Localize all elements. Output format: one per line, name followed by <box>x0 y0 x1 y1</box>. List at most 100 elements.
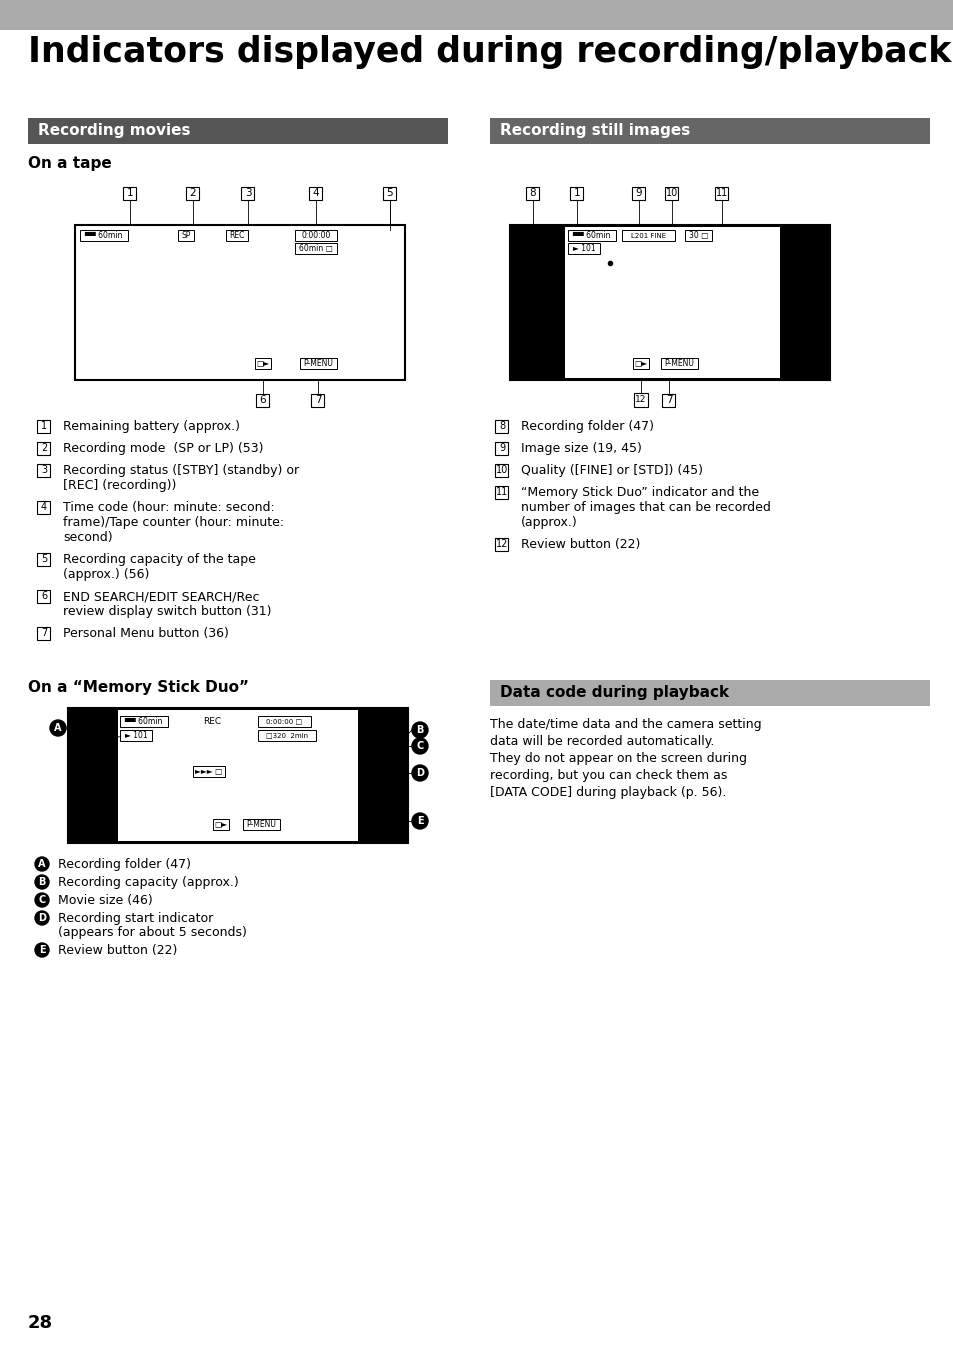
Bar <box>186 186 199 199</box>
Circle shape <box>412 738 428 754</box>
Text: 12: 12 <box>496 539 508 550</box>
Text: P-MENU: P-MENU <box>247 820 276 829</box>
Text: 4: 4 <box>313 189 319 198</box>
Text: REC: REC <box>229 231 244 240</box>
Bar <box>0 0 953 30</box>
Bar <box>257 730 315 741</box>
Text: Indicators displayed during recording/playback: Indicators displayed during recording/pl… <box>28 35 950 69</box>
Bar <box>309 186 322 199</box>
Text: Review button (22): Review button (22) <box>520 537 639 551</box>
Circle shape <box>412 813 428 829</box>
Text: 12: 12 <box>635 395 646 404</box>
Text: 30 □: 30 □ <box>688 231 707 240</box>
Bar <box>490 118 929 144</box>
Text: END SEARCH/EDIT SEARCH/Rec: END SEARCH/EDIT SEARCH/Rec <box>63 590 259 603</box>
Text: ► 101: ► 101 <box>572 244 595 252</box>
Bar <box>68 708 408 843</box>
Text: □►: □► <box>214 820 228 829</box>
Bar <box>37 464 51 476</box>
Text: 28: 28 <box>28 1314 53 1333</box>
Text: Time code (hour: minute: second:: Time code (hour: minute: second: <box>63 501 274 514</box>
Text: ▀▀ 60min: ▀▀ 60min <box>85 231 123 240</box>
Text: 5: 5 <box>386 189 393 198</box>
Text: ►►► □: ►►► □ <box>195 767 222 776</box>
Text: Remaining battery (approx.): Remaining battery (approx.) <box>63 421 240 433</box>
Bar <box>495 464 508 476</box>
Text: A: A <box>38 859 46 868</box>
Text: 9: 9 <box>635 189 641 198</box>
Text: E: E <box>416 816 423 826</box>
Text: □►: □► <box>256 360 270 368</box>
Bar <box>118 710 357 841</box>
Text: Movie size (46): Movie size (46) <box>58 894 152 906</box>
Text: ▀▀ 60min: ▀▀ 60min <box>125 716 163 726</box>
Text: Data code during playback: Data code during playback <box>499 685 728 700</box>
Bar <box>299 358 336 369</box>
Text: 1: 1 <box>41 421 47 432</box>
Text: 60min □: 60min □ <box>299 244 333 252</box>
Circle shape <box>35 858 49 871</box>
Bar <box>37 419 51 433</box>
Text: Recording mode  (SP or LP) (53): Recording mode (SP or LP) (53) <box>63 442 263 455</box>
Text: recording, but you can check them as: recording, but you can check them as <box>490 769 726 782</box>
Text: □320  2min: □320 2min <box>266 733 308 738</box>
Bar <box>621 229 674 242</box>
Bar <box>123 186 136 199</box>
Bar <box>120 716 168 727</box>
Bar <box>37 552 51 566</box>
Text: 8: 8 <box>529 189 536 198</box>
Text: Review button (22): Review button (22) <box>58 944 177 957</box>
Text: D: D <box>38 913 46 923</box>
Bar <box>178 229 194 242</box>
Text: 0:00:00: 0:00:00 <box>301 231 331 240</box>
Text: ► 101: ► 101 <box>125 731 147 740</box>
Text: (approx.) (56): (approx.) (56) <box>63 569 150 581</box>
Bar <box>633 358 649 369</box>
Text: B: B <box>38 877 46 887</box>
Text: 2: 2 <box>190 189 196 198</box>
Circle shape <box>35 911 49 925</box>
Text: second): second) <box>63 531 112 544</box>
Text: 9: 9 <box>498 442 504 453</box>
Text: frame)/Tape counter (hour: minute:: frame)/Tape counter (hour: minute: <box>63 516 284 529</box>
Text: number of images that can be recorded: number of images that can be recorded <box>520 501 770 514</box>
Text: 7: 7 <box>665 395 672 404</box>
Text: C: C <box>38 896 46 905</box>
Text: 3: 3 <box>244 189 251 198</box>
Circle shape <box>50 721 66 735</box>
Bar <box>37 441 51 455</box>
Text: 7: 7 <box>41 628 47 638</box>
Bar <box>257 716 311 727</box>
Text: Quality ([FINE] or [STD]) (45): Quality ([FINE] or [STD]) (45) <box>520 464 702 478</box>
Text: On a “Memory Stick Duo”: On a “Memory Stick Duo” <box>28 680 249 695</box>
Text: 7: 7 <box>314 395 321 404</box>
Bar <box>634 394 647 407</box>
Text: 4: 4 <box>41 502 47 512</box>
Bar <box>495 537 508 551</box>
Bar <box>28 118 448 144</box>
Text: (appears for about 5 seconds): (appears for about 5 seconds) <box>58 925 247 939</box>
Bar <box>567 243 599 254</box>
Text: D: D <box>416 768 423 778</box>
Circle shape <box>412 765 428 782</box>
Text: Image size (19, 45): Image size (19, 45) <box>520 442 641 455</box>
Bar <box>495 486 508 498</box>
Bar <box>37 589 51 603</box>
Circle shape <box>35 893 49 906</box>
Text: review display switch button (31): review display switch button (31) <box>63 605 272 617</box>
Circle shape <box>35 943 49 957</box>
Text: 11: 11 <box>496 487 508 497</box>
Bar <box>495 419 508 433</box>
Text: □►: □► <box>634 360 647 368</box>
Bar <box>490 680 929 706</box>
Bar <box>526 186 539 199</box>
Text: P-MENU: P-MENU <box>664 360 694 368</box>
Text: 10: 10 <box>665 189 678 198</box>
Text: Recording capacity of the tape: Recording capacity of the tape <box>63 554 255 566</box>
Text: On a tape: On a tape <box>28 156 112 171</box>
Text: Recording still images: Recording still images <box>499 123 690 138</box>
Text: Recording start indicator: Recording start indicator <box>58 912 213 925</box>
Bar <box>256 394 269 407</box>
Bar <box>660 358 698 369</box>
Bar <box>226 229 248 242</box>
